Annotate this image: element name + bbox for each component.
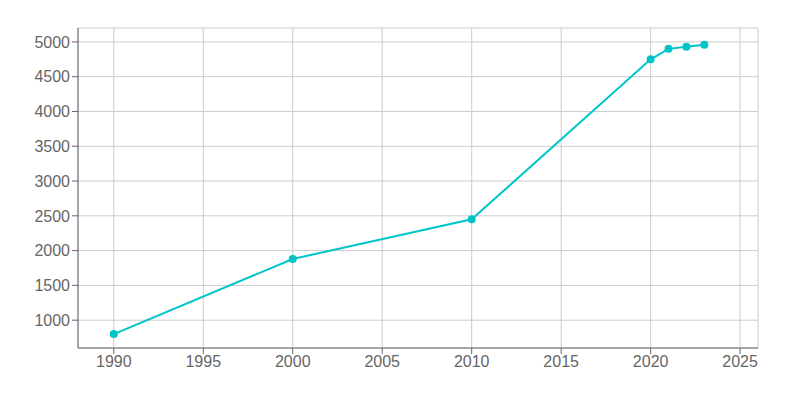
svg-text:2025: 2025 [722,353,758,370]
svg-text:3000: 3000 [34,173,70,190]
svg-text:2500: 2500 [34,208,70,225]
svg-text:1000: 1000 [34,312,70,329]
svg-text:2010: 2010 [454,353,490,370]
svg-text:2015: 2015 [543,353,579,370]
svg-text:2000: 2000 [275,353,311,370]
svg-text:4000: 4000 [34,103,70,120]
svg-text:3500: 3500 [34,138,70,155]
svg-text:1500: 1500 [34,277,70,294]
svg-text:4500: 4500 [34,68,70,85]
svg-text:5000: 5000 [34,34,70,51]
svg-text:2005: 2005 [364,353,400,370]
svg-text:1995: 1995 [185,353,221,370]
svg-text:2000: 2000 [34,242,70,259]
svg-text:1990: 1990 [96,353,132,370]
svg-text:2020: 2020 [633,353,669,370]
